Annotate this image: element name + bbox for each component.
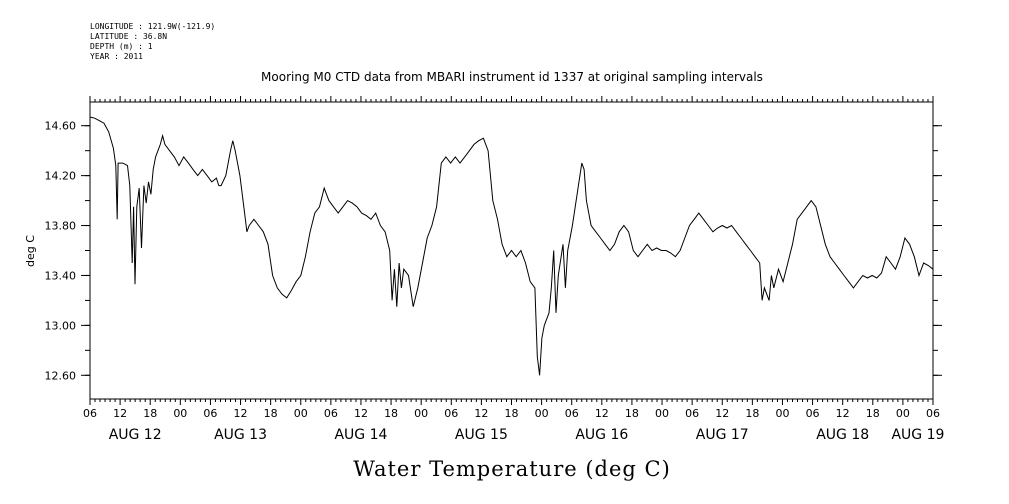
x-tick-label: 00 <box>173 407 187 420</box>
x-axis-label: Water Temperature (deg C) <box>353 457 671 481</box>
chart-title: Mooring M0 CTD data from MBARI instrumen… <box>261 70 763 84</box>
x-day-label: AUG 16 <box>575 427 628 443</box>
x-tick-label: 00 <box>775 407 789 420</box>
x-tick-label: 12 <box>234 407 248 420</box>
y-tick-label: 13.80 <box>45 220 77 233</box>
x-tick-label: 18 <box>625 407 639 420</box>
year-text: YEAR : 2011 <box>90 52 143 61</box>
x-tick-label: 06 <box>685 407 699 420</box>
x-tick-label: 00 <box>896 407 910 420</box>
x-tick-labels: 06 12 18 00 06 12 18 00 06 12 18 00 06 12 18 00 06 12 18 00… <box>83 407 940 420</box>
x-tick-label: 00 <box>414 407 428 420</box>
x-day-label: AUG 15 <box>455 427 508 443</box>
temperature-series-line <box>89 116 934 376</box>
x-tick-label: 18 <box>264 407 278 420</box>
x-tick-label: 00 <box>535 407 549 420</box>
x-tick-label: 06 <box>565 407 579 420</box>
axis-ticks <box>81 96 942 405</box>
x-tick-label: 06 <box>926 407 940 420</box>
x-day-label: AUG 12 <box>109 427 162 443</box>
metadata-block: LONGITUDE : 121.9W(-121.9) LATITUDE : 36… <box>90 22 215 62</box>
latitude-text: LATITUDE : 36.8N <box>90 32 168 41</box>
x-tick-label: 18 <box>505 407 519 420</box>
x-tick-label: 12 <box>113 407 127 420</box>
x-tick-label: 00 <box>294 407 308 420</box>
x-tick-label: 12 <box>836 407 850 420</box>
x-day-label: AUG 18 <box>816 427 869 443</box>
x-tick-label: 06 <box>806 407 820 420</box>
x-tick-label: 18 <box>384 407 398 420</box>
y-tick-label: 12.60 <box>45 369 77 382</box>
y-tick-label: 14.20 <box>45 170 77 183</box>
depth-text: DEPTH (m) : 1 <box>90 42 153 51</box>
x-tick-label: 06 <box>324 407 338 420</box>
longitude-text: LONGITUDE : 121.9W(-121.9) <box>90 22 216 31</box>
x-tick-label: 12 <box>354 407 368 420</box>
y-tick-label: 13.00 <box>45 319 77 332</box>
y-tick-label: 14.60 <box>45 120 77 133</box>
x-tick-label: 12 <box>474 407 488 420</box>
x-tick-label: 00 <box>655 407 669 420</box>
x-tick-label: 18 <box>143 407 157 420</box>
x-day-label: AUG 19 <box>891 427 944 443</box>
y-tick-labels: 12.60 13.00 13.40 13.80 14.20 14.60 <box>45 120 77 383</box>
x-tick-label: 18 <box>745 407 759 420</box>
x-tick-label: 06 <box>203 407 217 420</box>
y-tick-label: 13.40 <box>45 269 77 282</box>
x-tick-label: 12 <box>595 407 609 420</box>
x-tick-label: 12 <box>715 407 729 420</box>
x-tick-label: 06 <box>83 407 97 420</box>
x-day-labels: AUG 12 AUG 13 AUG 14 AUG 15 AUG 16 AUG 17 AUG … <box>109 427 945 443</box>
x-day-label: AUG 17 <box>696 427 749 443</box>
x-day-label: AUG 14 <box>334 427 387 443</box>
x-tick-label: 18 <box>866 407 880 420</box>
x-tick-label: 06 <box>444 407 458 420</box>
y-axis-label: deg C <box>24 235 37 267</box>
x-day-label: AUG 13 <box>214 427 267 443</box>
